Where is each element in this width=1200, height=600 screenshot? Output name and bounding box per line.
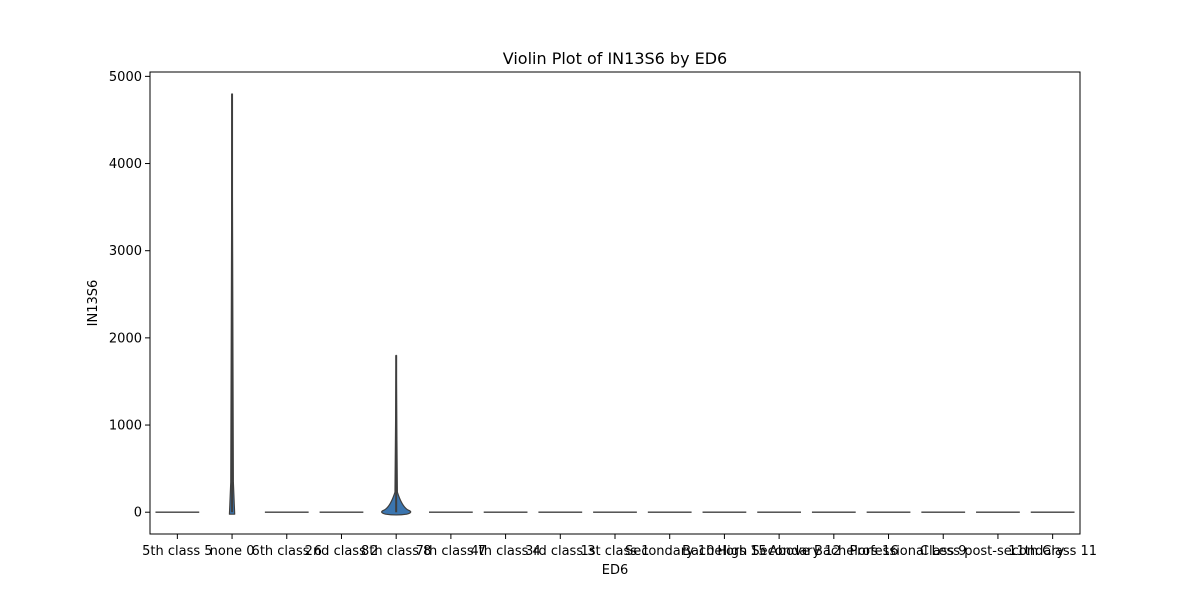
plot-area-frame	[149, 71, 1081, 535]
x-tick-label: 1st class 1	[581, 544, 650, 559]
y-tick-label: 0	[134, 506, 142, 521]
y-tick-label: 3000	[109, 244, 142, 259]
x-tick-label: 11th Class 11	[1008, 544, 1097, 559]
y-axis-label: IN13S6	[86, 280, 101, 327]
x-axis-label: ED6	[602, 563, 629, 578]
violin	[381, 354, 412, 516]
x-tick-label: Less post-secondary	[932, 544, 1065, 559]
x-tick-label: Secondary 10	[625, 544, 715, 559]
x-tick-label: 3rd class 3	[525, 544, 595, 559]
y-tick-label: 1000	[109, 419, 142, 434]
violin	[228, 93, 236, 515]
x-tick-label: none 0	[210, 544, 255, 559]
x-tick-label: 8th class 8	[361, 544, 431, 559]
x-tick-label: 2nd class 2	[305, 544, 379, 559]
x-tick-label: 7th class 7	[416, 544, 486, 559]
x-tick-label: Above Bachelors 16	[769, 544, 899, 559]
chart-title: Violin Plot of IN13S6 by ED6	[503, 49, 727, 68]
x-tick-label: High Secondary 12	[717, 544, 841, 559]
x-tick-label: 6th class 6	[252, 544, 322, 559]
y-tick-label: 4000	[109, 157, 142, 172]
y-tick-label: 2000	[109, 331, 142, 346]
x-tick-label: Professional	[849, 544, 927, 559]
x-tick-label: 5th class 5	[142, 544, 212, 559]
violin-layer	[155, 93, 1075, 516]
x-tick-label: Bachelors 15	[682, 544, 767, 559]
x-tick-label: 4th class 4	[470, 544, 540, 559]
y-axis: 0 1000 2000 3000 4000 5000	[109, 70, 150, 521]
y-tick-label: 5000	[109, 70, 142, 85]
x-tick-label: Class 9	[920, 544, 967, 559]
